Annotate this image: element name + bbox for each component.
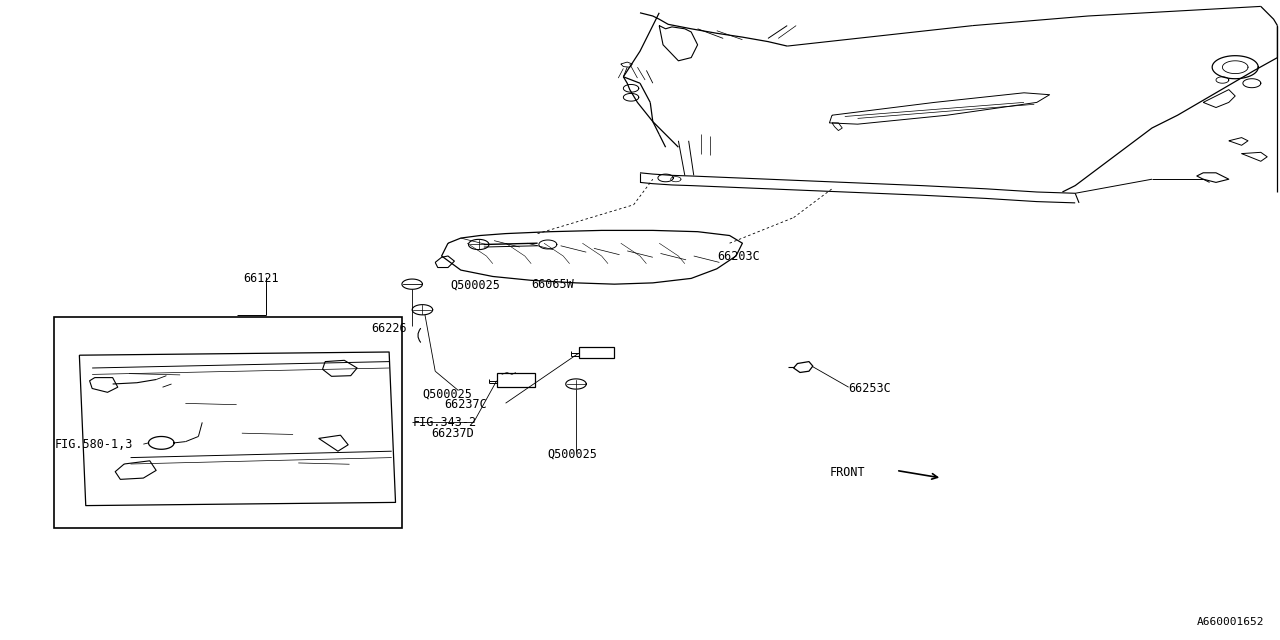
Text: FIG.580-1,3: FIG.580-1,3 [55, 438, 133, 451]
Text: FRONT: FRONT [829, 466, 865, 479]
Text: 66121: 66121 [243, 272, 279, 285]
Bar [54, 317, 402, 528]
Text: A660001652: A660001652 [1197, 617, 1265, 627]
Text: 66237C: 66237C [444, 398, 486, 411]
Text: 66226: 66226 [371, 322, 407, 335]
Bar [497, 373, 535, 387]
Text: Q500025: Q500025 [422, 387, 472, 400]
Text: Q500025: Q500025 [451, 278, 500, 291]
Text: 66065W: 66065W [531, 278, 573, 291]
Text: Q500025: Q500025 [548, 448, 598, 461]
Text: FIG.343-2: FIG.343-2 [412, 416, 476, 429]
Bar [579, 347, 614, 358]
Text: 66203C: 66203C [717, 250, 759, 262]
Text: 66253C: 66253C [849, 382, 891, 395]
Text: 66237D: 66237D [431, 428, 474, 440]
